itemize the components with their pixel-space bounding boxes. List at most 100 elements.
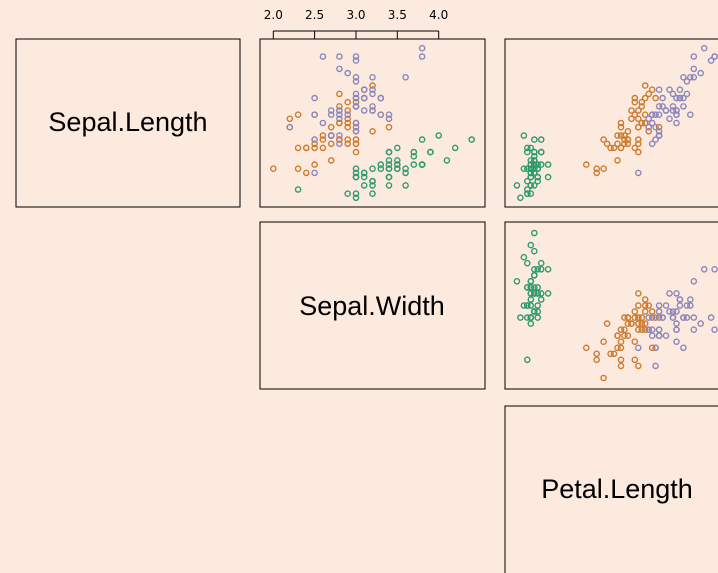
point-virginica [648,140,656,148]
point-virginica [352,123,360,131]
point-setosa [427,148,434,156]
point-versicolor [319,132,327,139]
point-setosa [524,165,531,172]
point-virginica [360,94,368,102]
point-virginica [683,90,691,98]
point-setosa [544,265,552,273]
point-virginica [652,362,659,370]
point-versicolor [641,94,649,102]
point-setosa [377,161,385,168]
point-versicolor [655,123,663,131]
point-setosa [524,148,531,156]
point-setosa [537,259,545,267]
point-setosa [524,186,531,193]
point-virginica [648,332,656,340]
point-setosa [534,177,542,185]
point-virginica [327,111,335,118]
label-sepal-width: Sepal.Width [299,291,445,321]
point-setosa [513,182,521,189]
point-versicolor [621,326,628,334]
point-versicolor [319,136,327,143]
point-virginica [377,111,385,118]
point-setosa [385,157,393,164]
point-versicolor [336,136,343,143]
point-setosa [520,253,528,261]
point-virginica [352,103,360,110]
point-setosa [513,277,521,285]
point-virginica [676,296,684,303]
point-versicolor [600,338,607,346]
point-setosa [294,186,302,193]
point-versicolor [645,127,653,135]
point-virginica [711,265,718,273]
point-versicolor [294,111,302,118]
point-versicolor [624,140,632,148]
point-virginica [697,69,705,77]
point-versicolor [311,140,318,148]
point-setosa [544,290,552,297]
panel-diag-petal-length [504,405,718,573]
point-virginica [369,103,376,110]
point-setosa [520,132,528,139]
point-virginica [687,296,694,303]
point-virginica [635,169,642,177]
point-setosa [534,302,542,309]
point-versicolor [617,123,625,131]
point-virginica [655,332,663,340]
point-setosa [531,136,538,143]
point-versicolor [344,136,352,143]
point-virginica [697,320,705,327]
point-setosa [531,265,538,273]
point-setosa [524,356,531,364]
point-setosa [352,190,360,197]
point-setosa [360,173,368,181]
point-setosa [393,144,401,152]
point-setosa [402,169,409,177]
point-virginica [648,314,656,321]
point-virginica [700,44,708,52]
point-virginica [336,65,343,73]
point-versicolor [641,296,649,303]
point-setosa [534,284,542,291]
point-versicolor [327,140,335,148]
panel-sepal-length-vs-sepal-width [259,38,486,208]
point-versicolor [336,119,343,127]
point-setosa [527,169,535,177]
point-setosa [527,241,535,249]
point-versicolor [327,123,335,131]
point-virginica [687,302,694,309]
point-setosa [352,165,360,172]
top-axis-tick-label: 2.5 [305,8,324,22]
point-setosa [531,161,538,168]
points-petal-length-x-sepal-length [513,44,718,202]
point-setosa [527,173,535,181]
point-virginica [676,302,684,309]
point-virginica [690,74,698,81]
point-versicolor [631,314,639,321]
point-virginica [352,74,360,81]
point-setosa [531,148,538,156]
point-setosa [527,290,535,297]
point-versicolor [635,362,642,370]
point-versicolor [624,127,632,135]
point-setosa [527,190,535,197]
point-versicolor [614,140,621,148]
point-virginica [683,302,691,309]
point-setosa [377,165,385,172]
label-sepal-length: Sepal.Length [48,107,207,137]
point-setosa [527,302,535,309]
point-versicolor [344,140,352,148]
point-virginica [418,44,426,52]
point-setosa [418,136,426,143]
point-setosa [393,157,401,164]
point-setosa [531,229,538,237]
point-setosa [534,173,542,181]
point-setosa [531,308,538,315]
point-setosa [534,308,542,315]
point-virginica [711,53,718,60]
point-versicolor [638,103,646,110]
point-virginica [687,74,694,81]
point-setosa [352,173,360,181]
point-versicolor [624,314,632,321]
point-versicolor [344,107,352,114]
